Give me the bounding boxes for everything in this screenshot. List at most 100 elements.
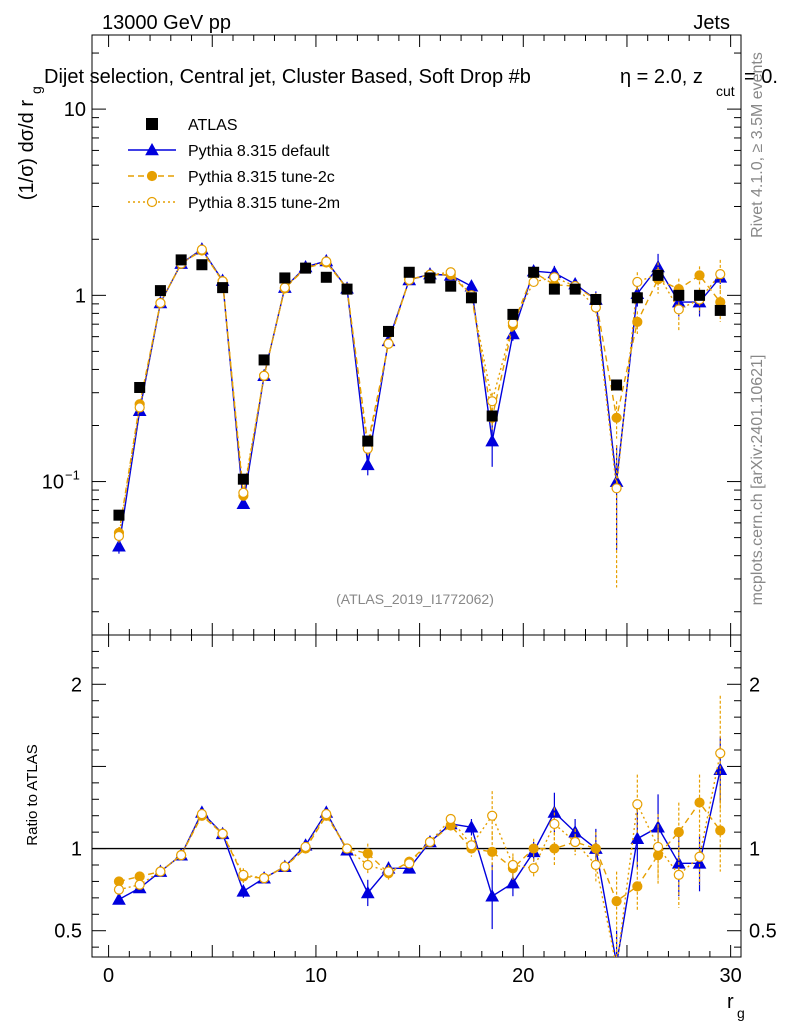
atlas-data-point bbox=[237, 473, 249, 485]
ratio-y-tick-label-right: 1 bbox=[749, 839, 760, 861]
series-marker bbox=[217, 828, 228, 839]
series-marker bbox=[632, 316, 643, 328]
zcut-value: = 0. bbox=[744, 66, 778, 88]
atlas-data-point bbox=[279, 272, 291, 284]
series-marker bbox=[279, 861, 290, 872]
legend-label: Pythia 8.315 tune-2m bbox=[188, 195, 340, 212]
legend-entry: Pythia 8.315 tune-2c bbox=[128, 169, 335, 186]
series-marker bbox=[487, 810, 498, 821]
series-marker bbox=[528, 843, 539, 854]
series-marker bbox=[632, 799, 643, 810]
series-marker bbox=[134, 402, 145, 413]
ratio-panel-frame bbox=[91, 634, 742, 958]
series-marker bbox=[632, 881, 643, 892]
series-marker bbox=[196, 244, 207, 255]
legend-entry: Pythia 8.315 tune-2m bbox=[128, 195, 340, 212]
series-marker bbox=[549, 818, 560, 830]
series-marker bbox=[300, 841, 311, 853]
series-marker bbox=[673, 304, 684, 315]
series-marker bbox=[258, 873, 270, 884]
atlas-data-point bbox=[154, 285, 166, 297]
series-marker bbox=[134, 879, 145, 890]
atlas-data-point bbox=[569, 283, 581, 295]
atlas-data-point bbox=[465, 292, 477, 304]
x-tick-label: 20 bbox=[512, 965, 534, 987]
atlas-data-point bbox=[217, 282, 229, 294]
eta-label: η = 2.0, z bbox=[620, 66, 703, 88]
series-marker bbox=[113, 530, 125, 542]
series-marker bbox=[673, 827, 684, 838]
main-series-default bbox=[112, 242, 728, 554]
selection-label: Dijet selection, Central jet, Cluster Ba… bbox=[44, 66, 531, 88]
series-marker bbox=[528, 863, 539, 874]
legend-label: ATLAS bbox=[188, 117, 238, 134]
atlas-data-point bbox=[175, 254, 187, 266]
series-marker bbox=[673, 869, 684, 880]
main-y-tick-label: 10 bbox=[64, 99, 86, 121]
ratio-y-tick-label-right: 0.5 bbox=[749, 921, 777, 943]
series-marker bbox=[715, 269, 726, 280]
series-marker bbox=[549, 272, 560, 283]
series-marker bbox=[383, 338, 394, 349]
atlas-data-point bbox=[590, 293, 602, 305]
ratio-y-tick-label: 1 bbox=[71, 839, 82, 861]
atlas-data-point bbox=[341, 283, 353, 295]
atlas-data-point bbox=[424, 272, 436, 284]
atlas-data-point bbox=[383, 325, 395, 337]
series-marker bbox=[236, 884, 251, 897]
series-marker bbox=[445, 813, 456, 825]
mcplots-credit-label: mcplots.cern.ch [arXiv:2401.10621] bbox=[749, 355, 766, 606]
series-marker bbox=[694, 851, 705, 862]
atlas-data-point bbox=[548, 283, 560, 295]
series-marker bbox=[485, 889, 500, 902]
series-marker bbox=[113, 884, 125, 895]
atlas-data-point bbox=[113, 509, 125, 521]
main-y-tick-exponent: −1 bbox=[65, 468, 80, 483]
atlas-data-point bbox=[673, 289, 685, 301]
atlas-data-point bbox=[694, 289, 706, 301]
main-y-label-text: (1/σ) dσ/d r bbox=[16, 100, 38, 201]
series-marker bbox=[360, 457, 375, 471]
x-tick-label: 10 bbox=[305, 965, 327, 987]
atlas-data-point bbox=[631, 292, 643, 304]
series-marker bbox=[112, 539, 126, 552]
main-series-line bbox=[118, 249, 721, 534]
series-marker bbox=[362, 859, 373, 871]
series-marker bbox=[238, 869, 249, 880]
ratio-y-axis-label: Ratio to ATLAS bbox=[24, 744, 41, 845]
legend-entry: ATLAS bbox=[146, 117, 238, 134]
atlas-data-point bbox=[714, 304, 726, 316]
series-marker bbox=[692, 856, 707, 869]
atlas-data-point bbox=[652, 269, 664, 281]
series-marker bbox=[611, 483, 622, 494]
x-axis-label-sub: g bbox=[737, 1005, 745, 1021]
x-axis-label: r bbox=[727, 991, 734, 1013]
series-marker bbox=[445, 267, 456, 278]
series-marker bbox=[485, 434, 500, 447]
legend-label: Pythia 8.315 tune-2c bbox=[188, 169, 335, 186]
legend-marker bbox=[146, 118, 158, 130]
legend-label: Pythia 8.315 default bbox=[188, 143, 330, 160]
atlas-data-point bbox=[611, 379, 623, 391]
atlas-data-point bbox=[362, 435, 374, 447]
series-marker bbox=[611, 412, 622, 423]
zcut-subscript: cut bbox=[716, 83, 735, 99]
series-marker bbox=[528, 276, 539, 288]
x-tick-label: 0 bbox=[103, 965, 114, 987]
atlas-data-point bbox=[134, 381, 146, 393]
ratio-series-line bbox=[118, 753, 721, 957]
ratio-y-tick-label: 0.5 bbox=[54, 921, 82, 943]
series-marker bbox=[570, 836, 581, 848]
ratio-series-line bbox=[118, 769, 721, 957]
series-marker bbox=[155, 297, 166, 309]
energy-label: 13000 GeV pp bbox=[102, 12, 231, 34]
ratio-y-tick-label: 2 bbox=[71, 674, 82, 696]
series-marker bbox=[146, 196, 158, 208]
plot-frames bbox=[91, 34, 742, 958]
series-marker bbox=[112, 892, 126, 905]
atlas-data-point bbox=[507, 308, 519, 320]
series-marker bbox=[506, 876, 520, 889]
main-y-axis-label: (1/σ) dσ/d r g bbox=[16, 86, 44, 200]
atlas-data-point bbox=[196, 259, 208, 271]
atlas-data-point bbox=[300, 262, 312, 274]
